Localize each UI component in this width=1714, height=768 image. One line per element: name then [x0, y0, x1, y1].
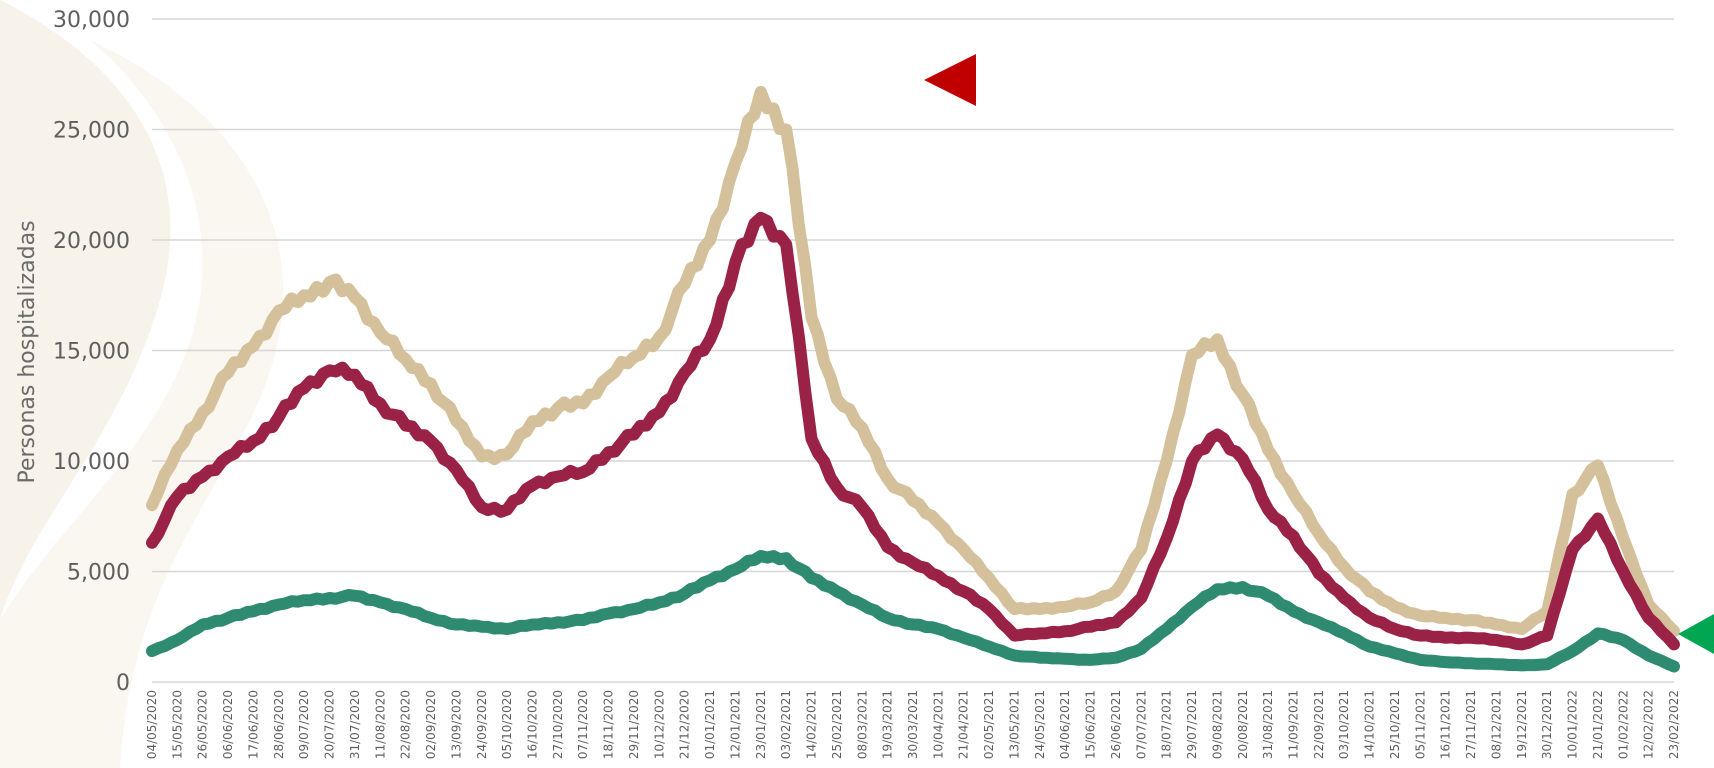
x-tick-label: 24/09/2020: [475, 690, 489, 759]
x-tick-label: 18/11/2020: [602, 690, 616, 759]
x-tick-label: 11/08/2020: [373, 690, 387, 759]
x-tick-label: 31/08/2021: [1261, 690, 1275, 759]
x-tick-label: 21/04/2021: [957, 690, 971, 759]
x-tick-label: 30/03/2021: [906, 690, 920, 759]
x-tick-label: 01/01/2021: [703, 690, 717, 759]
x-tick-label: 28/06/2020: [272, 690, 286, 759]
x-tick-label: 24/05/2021: [1033, 690, 1047, 759]
x-tick-label: 03/10/2021: [1337, 690, 1351, 759]
x-tick-label: 04/06/2021: [1058, 690, 1072, 759]
x-tick-label: 26/06/2021: [1109, 690, 1123, 759]
x-tick-label: 25/02/2021: [830, 690, 844, 759]
x-tick-label: 15/05/2020: [170, 690, 184, 759]
x-tick-label: 29/11/2020: [627, 690, 641, 759]
x-tick-label: 05/10/2020: [500, 690, 514, 759]
x-tick-label: 26/05/2020: [196, 690, 210, 759]
x-tick-label: 25/10/2021: [1388, 690, 1402, 759]
x-tick-label: 14/02/2021: [805, 690, 819, 759]
series-line: [146, 85, 1680, 638]
y-tick-label: 20,000: [53, 229, 130, 254]
x-tick-label: 12/01/2021: [728, 690, 742, 759]
x-tick-label: 03/02/2021: [779, 690, 793, 759]
x-tick-label: 30/12/2021: [1540, 690, 1554, 759]
y-axis-tick-labels: 0 5,000 10,000 15,000 20,000 25,000 30,000: [53, 8, 130, 696]
x-tick-label: 08/12/2021: [1489, 690, 1503, 759]
x-tick-label: 04/05/2020: [145, 690, 159, 759]
x-tick-label: 23/01/2021: [754, 690, 768, 759]
series-line: [146, 211, 1680, 651]
x-tick-label: 21/01/2022: [1591, 690, 1605, 759]
y-tick-label: 10,000: [53, 450, 130, 475]
x-tick-label: 02/09/2020: [424, 690, 438, 759]
gridlines: [152, 18, 1674, 683]
x-tick-label: 07/11/2020: [576, 690, 590, 759]
red-arrow-marker: [924, 54, 976, 106]
x-tick-label: 10/12/2020: [652, 690, 666, 759]
y-tick-label: 25,000: [53, 119, 130, 144]
watermark-swirl: [0, 40, 284, 768]
green-arrow-marker: [1678, 614, 1714, 654]
x-tick-label: 10/01/2022: [1566, 690, 1580, 759]
x-tick-label: 09/07/2020: [297, 690, 311, 759]
x-tick-label: 31/07/2020: [348, 690, 362, 759]
x-tick-label: 12/02/2022: [1642, 690, 1656, 759]
x-tick-label: 27/11/2021: [1464, 690, 1478, 759]
x-tick-label: 05/11/2021: [1413, 690, 1427, 759]
x-tick-label: 14/10/2021: [1363, 690, 1377, 759]
series-lines: [146, 85, 1680, 673]
x-tick-label: 29/07/2021: [1185, 690, 1199, 759]
x-tick-label: 02/05/2021: [982, 690, 996, 759]
x-tick-label: 11/09/2021: [1287, 690, 1301, 759]
x-tick-label: 07/07/2021: [1134, 690, 1148, 759]
x-tick-label: 22/08/2020: [399, 690, 413, 759]
x-tick-label: 19/03/2021: [881, 690, 895, 759]
x-tick-label: 27/10/2020: [551, 690, 565, 759]
x-tick-label: 19/12/2021: [1515, 690, 1529, 759]
y-tick-label: 15,000: [53, 340, 130, 365]
edge-markers: [924, 54, 1714, 654]
x-tick-label: 20/07/2020: [323, 690, 337, 759]
x-tick-label: 15/06/2021: [1084, 690, 1098, 759]
y-tick-label: 0: [116, 671, 130, 696]
x-tick-label: 10/04/2021: [931, 690, 945, 759]
watermark-swirl: [0, 0, 171, 620]
x-tick-label: 13/09/2020: [449, 690, 463, 759]
x-tick-label: 18/07/2021: [1160, 690, 1174, 759]
x-tick-label: 01/02/2022: [1616, 690, 1630, 759]
x-tick-label: 13/05/2021: [1007, 690, 1021, 759]
background-pattern-watermark: [0, 0, 284, 768]
x-tick-label: 06/06/2020: [221, 690, 235, 759]
x-axis-tick-labels: 04/05/2020 15/05/2020 26/05/2020 06/06/2020…: [145, 690, 1681, 759]
x-tick-label: 20/08/2021: [1236, 690, 1250, 759]
x-tick-label: 16/11/2021: [1439, 690, 1453, 759]
y-axis-label: Personas hospitalizadas: [15, 220, 40, 483]
x-tick-label: 17/06/2020: [246, 690, 260, 759]
x-tick-label: 16/10/2020: [526, 690, 540, 759]
y-tick-label: 5,000: [67, 561, 130, 586]
x-tick-label: 21/12/2020: [678, 690, 692, 759]
series-line: [146, 550, 1680, 673]
x-tick-label: 23/02/2022: [1667, 690, 1681, 759]
x-tick-label: 22/09/2021: [1312, 690, 1326, 759]
x-tick-label: 08/03/2021: [855, 690, 869, 759]
x-tick-label: 09/08/2021: [1210, 690, 1224, 759]
y-tick-label: 30,000: [53, 8, 130, 33]
